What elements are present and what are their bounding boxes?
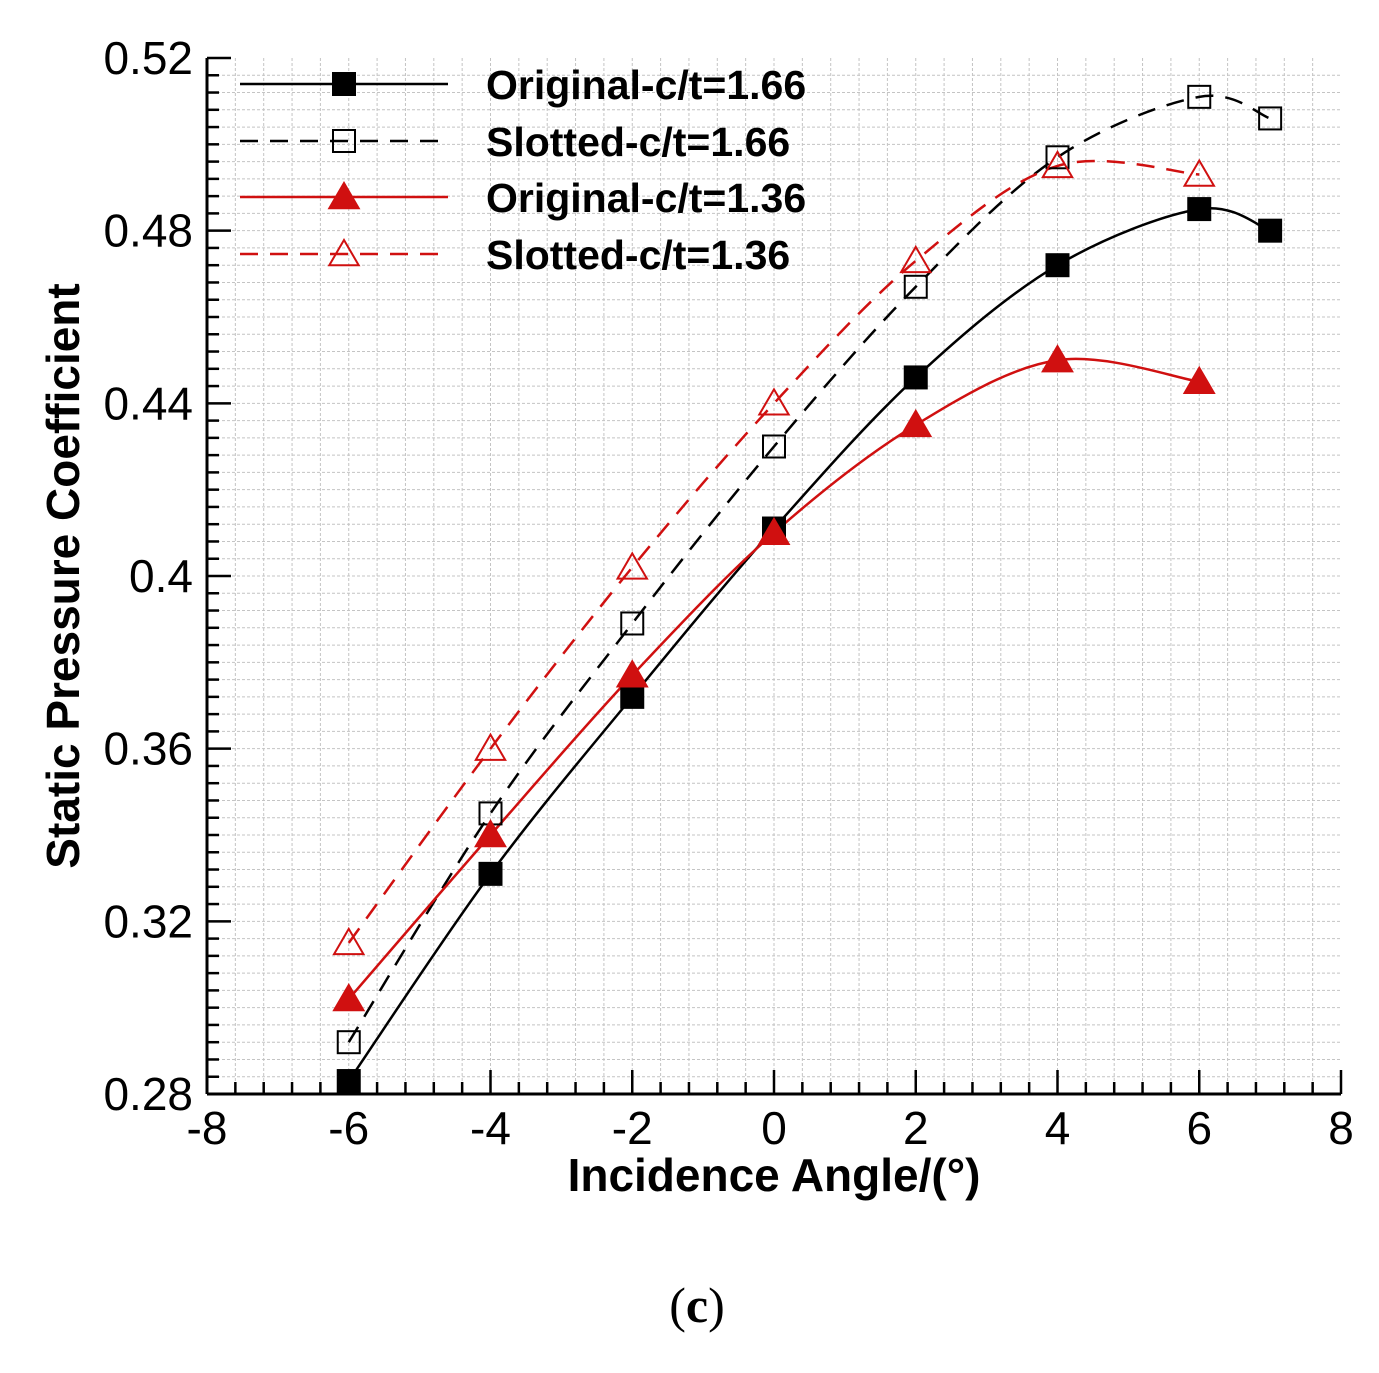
data-point-series-3 — [332, 983, 366, 1012]
x-tick-label: -6 — [328, 1102, 369, 1154]
data-point-series-1 — [1258, 218, 1283, 243]
data-point-series-1 — [1045, 253, 1070, 278]
y-tick-label: 0.44 — [103, 377, 193, 429]
legend-label-2: Slotted-c/t=1.66 — [486, 119, 790, 165]
legend-label-1: Original-c/t=1.66 — [486, 62, 806, 108]
data-point-series-3 — [1182, 365, 1216, 394]
y-tick-label: 0.36 — [103, 723, 193, 775]
x-tick-label: 6 — [1186, 1102, 1212, 1154]
legend-marker-4 — [327, 238, 361, 267]
x-tick-label: 8 — [1328, 1102, 1354, 1154]
data-point-series-2 — [1258, 106, 1283, 131]
x-tick-label: -2 — [612, 1102, 653, 1154]
data-point-series-3 — [1041, 344, 1074, 373]
y-tick-label: 0.28 — [103, 1068, 193, 1120]
x-tick-label: -8 — [187, 1102, 228, 1154]
data-point-series-4 — [474, 732, 507, 761]
y-tick-label: 0.32 — [103, 895, 193, 947]
legend-marker-1 — [332, 72, 356, 96]
tick-labels: -8 -6 -4 -2 0 2 4 6 8 0.28 0.32 0.36 0.4 0.44 0.48 0.52 — [103, 32, 1353, 1154]
data-point-series-2 — [762, 434, 786, 459]
x-tick-label: -4 — [470, 1102, 511, 1154]
data-point-series-3 — [615, 659, 649, 688]
data-point-series-2 — [1187, 84, 1212, 109]
x-tick-label: 2 — [903, 1102, 929, 1154]
data-point-series-3 — [474, 819, 507, 848]
series-line-2 — [347, 94, 1271, 1043]
data-point-series-4 — [332, 926, 366, 956]
data-point-series-3 — [899, 408, 933, 438]
axes — [205, 56, 1343, 1096]
data-point-series-4 — [1182, 158, 1216, 187]
data-point-series-2 — [336, 1030, 361, 1055]
data-point-series-2 — [903, 274, 928, 299]
caption-open: ( — [669, 1277, 686, 1333]
y-tick-label: 0.4 — [129, 550, 193, 602]
data-point-series-3 — [757, 516, 791, 546]
data-point-series-1 — [1187, 197, 1212, 222]
caption-letter: c — [686, 1277, 708, 1333]
data-point-series-2 — [620, 611, 645, 636]
legend-label-4: Slotted-c/t=1.36 — [486, 232, 790, 278]
data-point-series-2 — [1045, 145, 1070, 170]
y-tick-label: 0.48 — [103, 205, 193, 257]
x-tick-label: 0 — [761, 1102, 787, 1154]
data-point-series-1 — [478, 861, 503, 886]
data-point-series-4 — [899, 244, 933, 274]
series-markers — [332, 84, 1283, 1094]
y-axis-title: Static Pressure Coefficient — [37, 283, 89, 868]
legend-marker-3 — [327, 181, 361, 210]
y-tick-label: 0.52 — [103, 32, 193, 84]
legend-label-3: Original-c/t=1.36 — [486, 175, 806, 221]
legend: Original-c/t=1.66 Slotted-c/t=1.66 Origina… — [240, 62, 806, 278]
data-point-series-4 — [615, 551, 649, 580]
x-axis-title: Incidence Angle/(°) — [568, 1149, 981, 1201]
data-point-series-4 — [1041, 149, 1074, 179]
data-point-series-4 — [757, 387, 791, 416]
figure-caption: (c) — [669, 1277, 725, 1333]
data-point-series-1 — [620, 684, 645, 709]
legend-marker-2 — [332, 129, 356, 153]
data-point-series-1 — [903, 365, 928, 390]
caption-close: ) — [708, 1277, 725, 1333]
x-tick-label: 4 — [1045, 1102, 1071, 1154]
